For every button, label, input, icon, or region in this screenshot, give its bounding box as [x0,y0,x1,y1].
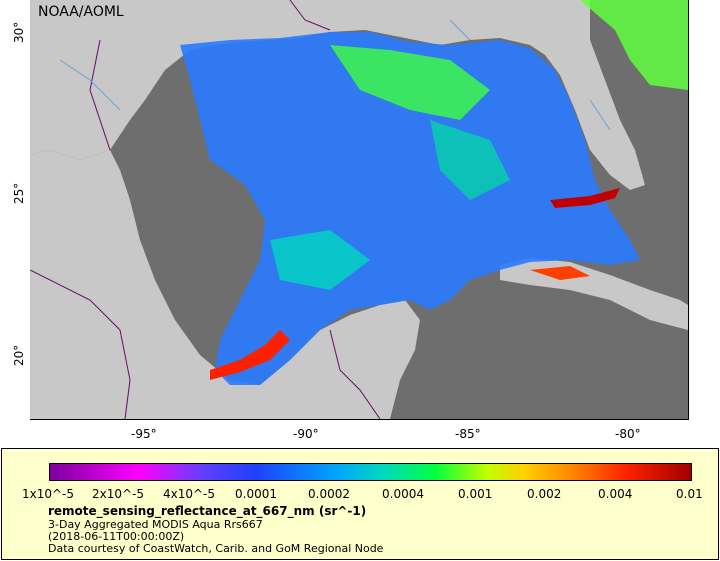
reflectance-high-coast [550,188,620,208]
lat-tick-label: 30° [12,21,26,43]
colorbar-label: 0.002 [527,487,562,501]
rivers [59,19,611,131]
variable-title: remote_sensing_reflectance_at_667_nm (sr… [48,504,367,518]
source-credit: Data courtesy of CoastWatch, Carib. and … [48,542,384,555]
colorbar-label: 0.0002 [308,487,350,501]
reflectance-swath [180,32,640,385]
reflectance-green-patch [330,45,490,120]
reflectance-green-patch [270,230,370,290]
lon-tick-label: -80° [615,427,641,441]
cuba-land [500,258,688,330]
lat-tick-label: 25° [12,182,26,204]
colorbar-label: 1x10^-5 [22,487,75,501]
reflectance-swath-east [580,0,688,90]
border-lines [30,0,381,419]
colorbar-label: 0.004 [598,487,633,501]
lon-tick-label: -85° [455,427,481,441]
colorbar-label: 2x10^-5 [92,487,145,501]
colorbar-label: 0.01 [676,487,703,501]
lat-tick-label: 20° [12,344,26,366]
lon-tick-label: -90° [293,427,319,441]
map-panel[interactable] [30,0,689,420]
lon-tick-label: -95° [131,427,157,441]
reflectance-high-coast [210,330,290,380]
colorbar [49,463,692,481]
mexico-land [30,150,420,419]
reflectance-green-patch [430,120,510,200]
reflectance-high-coast [530,266,590,280]
colorbar-label: 0.0001 [235,487,277,501]
colorbar-label: 4x10^-5 [163,487,216,501]
map-canvas [30,0,688,419]
credit-label: NOAA/AOML [38,4,124,20]
dataset-name: 3-Day Aggregated MODIS Aqua Rrs667 [48,518,263,531]
colorbar-label: 0.001 [458,487,493,501]
colorbar-label: 0.0004 [382,487,424,501]
time-stamp: (2018-06-11T00:00:00Z) [48,530,185,543]
legend-panel: 1x10^-5 2x10^-5 4x10^-5 0.0001 0.0002 0.… [1,448,719,560]
